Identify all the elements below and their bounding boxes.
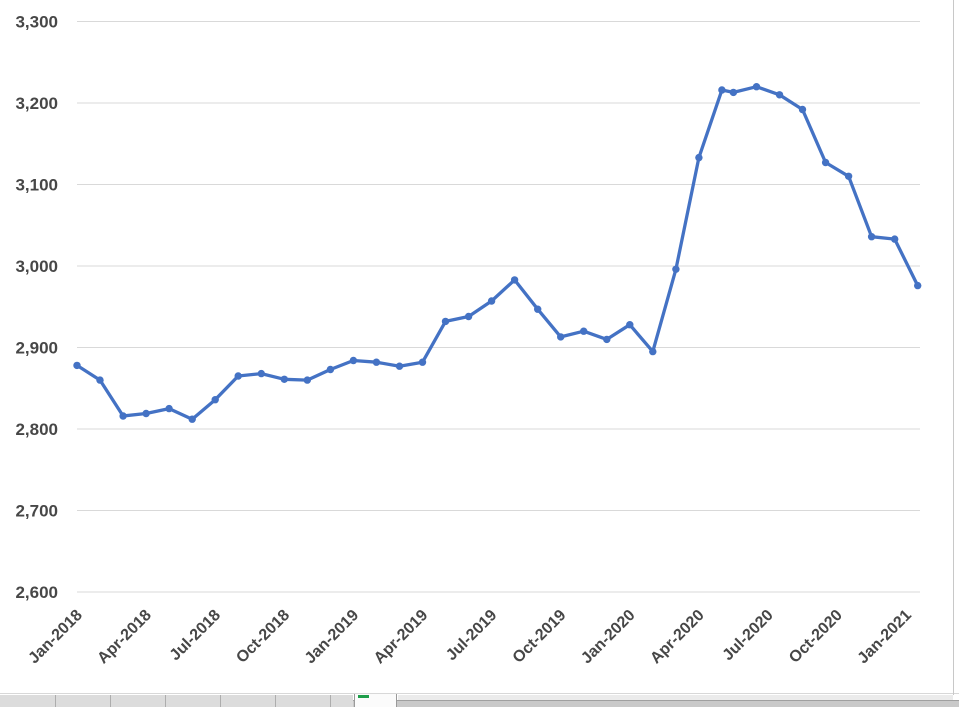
data-point[interactable] [729,88,738,97]
x-axis-tick-label: Apr-2019 [371,607,432,668]
data-point[interactable] [821,158,830,167]
y-axis-tick-label: 3,300 [15,13,58,32]
data-point[interactable] [303,376,311,384]
data-point[interactable] [775,91,784,99]
y-axis-tick-label: 2,600 [15,583,58,602]
data-point[interactable] [211,396,219,404]
x-axis-tick-label: Jul-2020 [720,607,777,664]
y-axis-tick-label: 3,200 [15,94,58,113]
data-point[interactable] [142,409,150,418]
data-point[interactable] [257,369,265,378]
data-point[interactable] [867,233,876,241]
data-point[interactable] [372,358,381,366]
x-axis-tick-label: Jan-2018 [25,607,86,668]
data-point[interactable] [441,317,450,326]
y-axis-tick-label: 3,100 [15,176,58,195]
data-point[interactable] [510,276,519,284]
y-axis-tick-label: 2,900 [15,339,58,358]
data-point[interactable] [626,321,634,329]
x-axis-tick-label: Oct-2018 [233,607,293,667]
x-axis-tick-label: Jul-2019 [443,607,500,664]
x-axis-tick-label: Jul-2018 [167,607,224,664]
y-axis-tick-label: 2,800 [15,420,58,439]
data-point[interactable] [464,312,473,321]
x-axis-tick-label: Jan-2021 [855,607,916,668]
data-point[interactable] [603,335,611,344]
data-point[interactable] [280,375,288,383]
data-point[interactable] [534,305,542,313]
x-axis-tick-label: Oct-2019 [510,607,570,667]
sheet-tabs-right[interactable] [398,695,953,700]
status-bar-edge [0,700,959,707]
series-line[interactable] [75,85,920,421]
x-axis-tick-label: Jan-2019 [302,607,363,668]
data-point[interactable] [580,327,588,335]
data-point[interactable] [119,412,127,420]
data-point[interactable] [73,361,81,370]
data-point[interactable] [234,372,242,380]
data-point[interactable] [718,86,726,94]
sheet-tab-separator [275,695,276,707]
data-point[interactable] [914,281,922,290]
y-axis-tick-label: 2,700 [15,502,58,521]
data-point[interactable] [165,404,173,413]
data-point[interactable] [649,347,657,356]
data-point[interactable] [395,362,404,370]
data-point[interactable] [557,333,565,341]
sheet-tab-separator [55,695,56,707]
data-point[interactable] [798,105,807,114]
data-point[interactable] [695,153,703,162]
active-sheet-tab[interactable] [354,694,397,707]
data-point[interactable] [96,376,104,384]
sheet-bar-top-border [0,693,959,694]
x-axis-tick-label: Apr-2018 [94,607,155,668]
y-axis-tick-label: 3,000 [15,257,58,276]
sheet-tab-accent [358,695,369,698]
x-axis-tick-label: Apr-2020 [647,607,708,668]
x-axis-tick-label: Oct-2020 [786,607,846,667]
sheet-tab-separator [220,695,221,707]
x-axis-tick-label: Jan-2020 [578,607,639,668]
sheet-tab-separator [165,695,166,707]
data-point[interactable] [349,356,358,365]
data-point[interactable] [672,265,680,273]
data-point[interactable] [487,297,496,305]
data-point[interactable] [844,172,853,180]
sheet-tab-separator [330,695,331,707]
window-right-border [953,0,954,695]
sheet-tabs-left[interactable] [0,695,353,707]
data-point[interactable] [418,358,427,366]
data-point[interactable] [326,365,335,374]
sheet-tab-separator [110,695,111,707]
data-point[interactable] [891,235,899,243]
data-point[interactable] [752,83,761,91]
data-point[interactable] [188,415,196,423]
